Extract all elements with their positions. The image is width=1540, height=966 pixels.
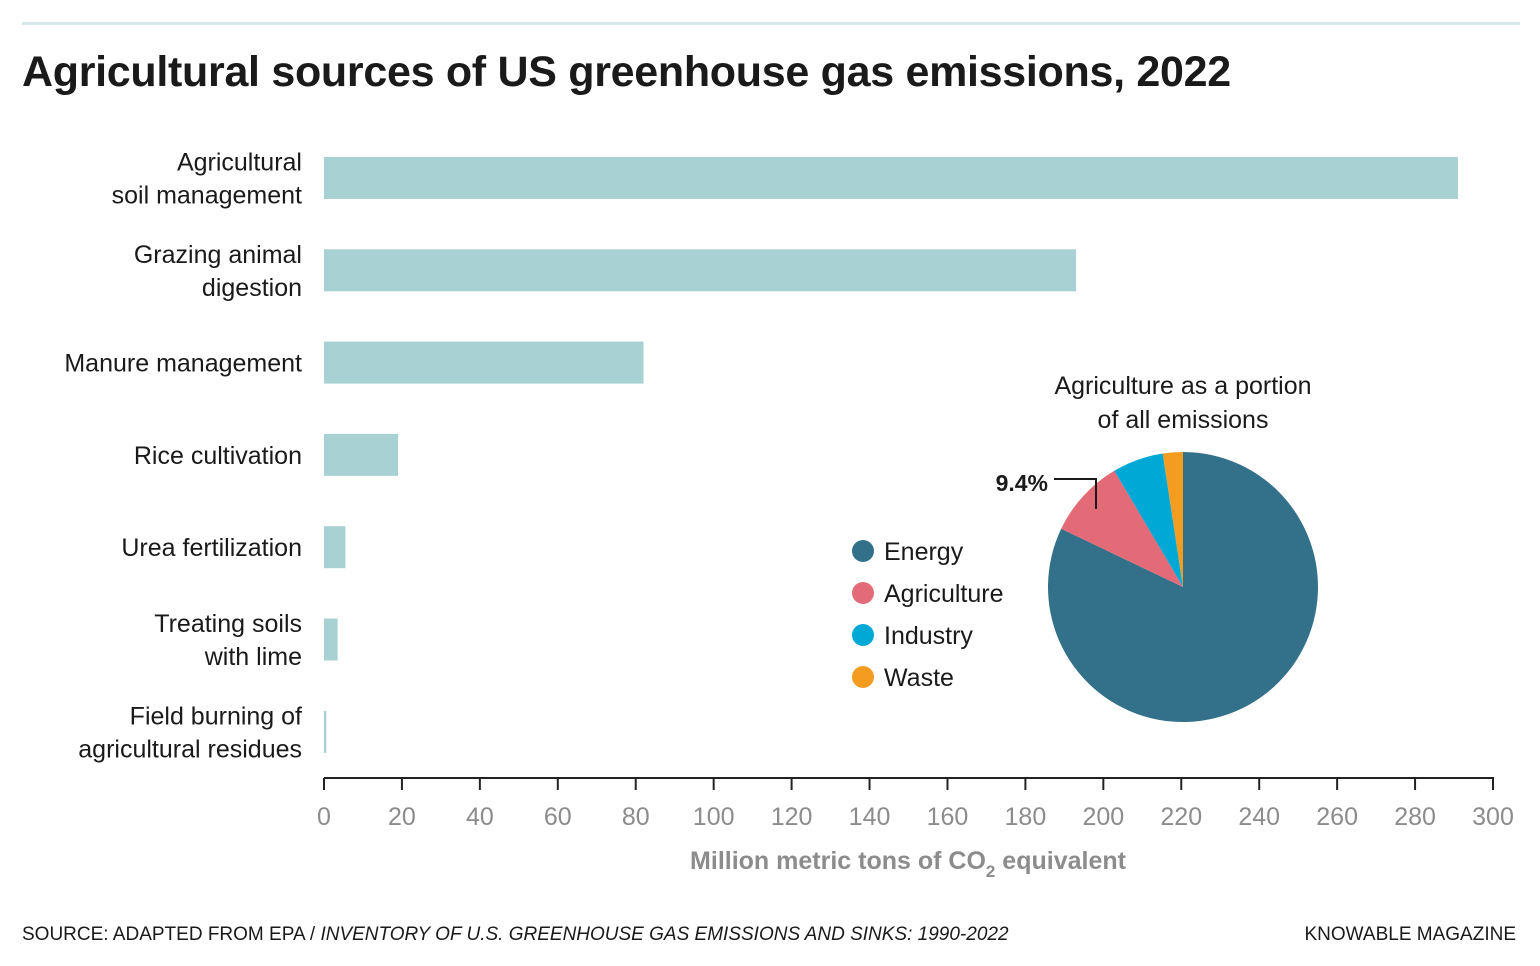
category-label: with lime xyxy=(204,643,302,671)
chart-title: Agricultural sources of US greenhouse ga… xyxy=(22,48,1231,96)
x-tick-label: 160 xyxy=(927,803,969,831)
pie-chart: Agriculture as a portion of all emissions… xyxy=(852,372,1318,722)
bar-0 xyxy=(324,157,1458,199)
x-tick-label: 80 xyxy=(622,803,650,831)
category-label: soil management xyxy=(112,182,302,210)
category-label: agricultural residues xyxy=(78,735,302,763)
x-tick-label: 60 xyxy=(544,803,572,831)
brand-credit: KNOWABLE MAGAZINE xyxy=(1304,924,1517,945)
pie-slice-energy xyxy=(1047,452,1318,722)
bar-6 xyxy=(324,710,327,753)
legend-swatch xyxy=(852,624,874,646)
pie-slice-industry xyxy=(1114,453,1183,587)
x-tick-label: 140 xyxy=(849,803,891,831)
x-tick-label: 120 xyxy=(771,803,813,831)
source-label: SOURCE: ADAPTED FROM EPA / xyxy=(22,924,321,945)
pie-slice-agriculture xyxy=(1061,470,1183,587)
x-tick-label: 180 xyxy=(1005,803,1047,831)
x-axis: 0 20 40 60 80 100 120 140 160 180 200 220 240 260 280 3… xyxy=(317,777,1514,881)
legend-label: Agriculture xyxy=(884,580,1004,608)
x-axis-label: Million metric tons of CO2 equivalent xyxy=(690,847,1127,881)
x-tick-label: 240 xyxy=(1238,803,1280,831)
source-title: INVENTORY OF U.S. GREENHOUSE GAS EMISSIO… xyxy=(320,924,1009,945)
bar-2 xyxy=(324,341,644,384)
bar-chart: Agricultural soil management Grazing anima… xyxy=(64,149,1458,763)
legend-label: Energy xyxy=(884,538,964,566)
x-tick-label: 300 xyxy=(1472,803,1514,831)
category-label: digestion xyxy=(202,274,302,302)
annotation-leader xyxy=(1054,478,1097,509)
x-tick-label: 100 xyxy=(693,803,735,831)
pie-title: of all emissions xyxy=(1098,406,1269,434)
legend-swatch xyxy=(852,666,874,688)
legend-swatch xyxy=(852,540,874,562)
category-label: Urea fertilization xyxy=(121,534,302,562)
annotation-label: 9.4% xyxy=(996,470,1048,496)
x-tick-label: 0 xyxy=(317,803,331,831)
bar-4 xyxy=(324,526,346,569)
x-tick-label: 20 xyxy=(388,803,416,831)
category-label: Field burning of xyxy=(130,702,302,730)
legend-label: Waste xyxy=(884,664,954,692)
x-tick-label: 280 xyxy=(1394,803,1436,831)
x-tick-label: 260 xyxy=(1316,803,1358,831)
pie-slice-waste xyxy=(1162,452,1183,587)
category-label: Agricultural xyxy=(177,149,302,177)
top-rule xyxy=(22,22,1520,25)
category-label: Manure management xyxy=(64,350,302,378)
legend-label: Industry xyxy=(884,622,973,650)
bar-1 xyxy=(324,249,1077,292)
pie-title: Agriculture as a portion xyxy=(1054,372,1311,400)
legend-swatch xyxy=(852,582,874,604)
x-tick-label: 200 xyxy=(1082,803,1124,831)
x-tick-label: 40 xyxy=(466,803,494,831)
category-label: Rice cultivation xyxy=(134,442,302,470)
x-tick-label: 220 xyxy=(1160,803,1202,831)
bar-5 xyxy=(324,618,338,661)
category-label: Treating soils xyxy=(154,610,302,638)
source-note: SOURCE: ADAPTED FROM EPA / INVENTORY OF … xyxy=(22,924,1009,946)
category-label: Grazing animal xyxy=(134,241,302,269)
bar-3 xyxy=(324,433,399,476)
